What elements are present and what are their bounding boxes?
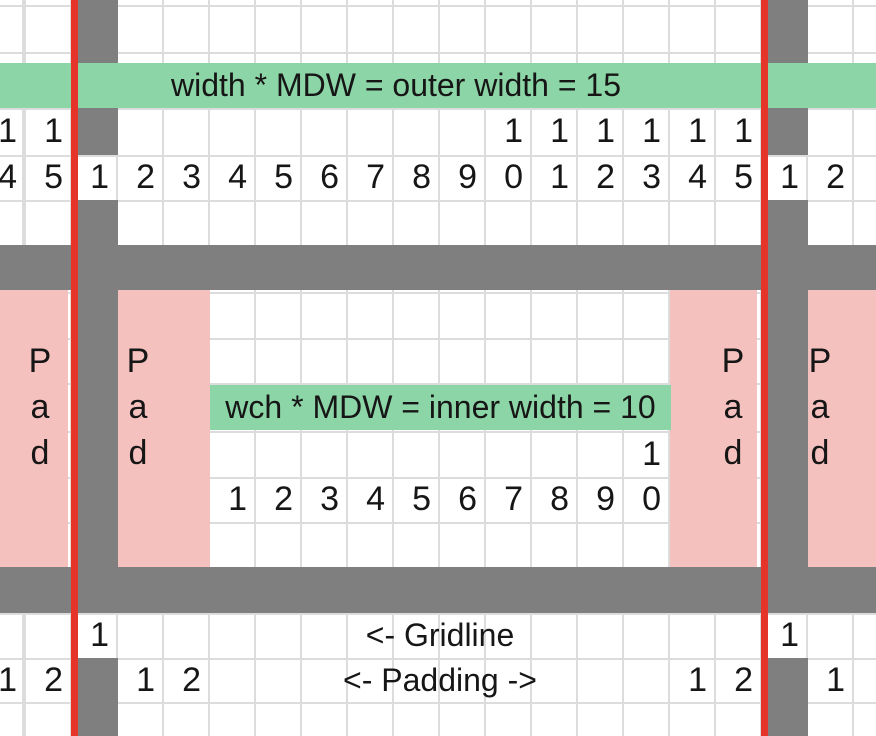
cell-number[interactable]: 5 (412, 480, 431, 518)
cell-number[interactable]: 0 (642, 480, 661, 518)
cell-number[interactable]: 3 (320, 480, 339, 518)
pad-letter: a (810, 387, 830, 426)
cell-number[interactable]: 8 (550, 480, 569, 518)
row-outer-units: 4 5 1 2 3 4 5 6 7 8 9 0 1 2 3 4 5 1 2 (0, 155, 876, 200)
cell-number[interactable]: 2 (596, 158, 615, 196)
cell-number[interactable]: 6 (458, 480, 477, 518)
cell-number[interactable]: 4 (366, 480, 385, 518)
cell-number[interactable]: 1 (826, 660, 845, 699)
cell-number[interactable]: 1 (0, 112, 17, 150)
pad-block-inner-left[interactable] (118, 290, 210, 567)
cell-number[interactable]: 1 (780, 616, 799, 654)
cell-number[interactable]: 1 (550, 158, 569, 196)
pad-label-outer-left: P a d (17, 338, 63, 477)
pad-letter: P (28, 341, 52, 380)
cell-number[interactable]: 2 (274, 480, 293, 518)
outer-width-banner[interactable]: width * MDW = outer width = 15 (0, 63, 876, 108)
pad-block-outer-right[interactable] (808, 290, 876, 567)
pad-letter: a (128, 387, 148, 426)
cell-number[interactable]: 1 (642, 112, 661, 150)
pad-block-inner-right[interactable] (670, 290, 757, 567)
row-gridline-annotation: 1 <- Gridline 1 (0, 613, 876, 658)
cell-number[interactable]: 4 (228, 158, 247, 196)
cell-number[interactable]: 5 (274, 158, 293, 196)
cell-number[interactable]: 7 (366, 158, 385, 196)
row-outer-tens: 1 1 1 1 1 1 1 1 (0, 108, 876, 155)
red-gridline-right (761, 0, 768, 736)
cell-number[interactable]: 2 (44, 660, 63, 699)
cell-number[interactable]: 9 (596, 480, 615, 518)
cell-number[interactable]: 1 (734, 112, 753, 150)
cell-number[interactable]: 2 (182, 660, 201, 699)
gridline-bar-right-bottom (762, 658, 808, 736)
pad-letter: d (810, 434, 830, 473)
cell-number[interactable]: 1 (688, 112, 707, 150)
row-padding-annotation: 1 2 1 2 <- Padding -> 1 2 1 (0, 658, 876, 702)
pad-letter: d (128, 434, 148, 473)
gridline-band-top (0, 245, 876, 290)
cell-number[interactable]: 9 (458, 158, 477, 196)
pad-letter: a (723, 387, 743, 426)
cell-number[interactable]: 3 (182, 158, 201, 196)
cell-number[interactable]: 1 (90, 158, 109, 196)
cell-number[interactable]: 1 (90, 616, 109, 654)
cell-number[interactable]: 5 (734, 158, 753, 196)
cell-number[interactable]: 2 (136, 158, 155, 196)
pad-letter: P (808, 341, 832, 380)
pad-letter: P (721, 341, 745, 380)
row-inner-units: 1 2 3 4 5 6 7 8 9 0 (0, 477, 876, 522)
pad-letter: P (126, 341, 150, 380)
inner-width-label: wch * MDW = inner width = 10 (225, 389, 656, 425)
pad-block-outer-left[interactable] (0, 290, 68, 567)
cell-number[interactable]: 1 (228, 480, 247, 518)
pad-letter: d (30, 434, 50, 473)
cell-number[interactable]: 2 (826, 158, 845, 196)
cell-number[interactable]: 8 (412, 158, 431, 196)
outer-width-label: width * MDW = outer width = 15 (171, 67, 621, 103)
cell-number[interactable]: 1 (504, 112, 523, 150)
pad-letter: d (723, 434, 743, 473)
cell-number[interactable]: 2 (734, 660, 753, 699)
pad-label-outer-right: P a d (797, 338, 843, 477)
cell-number[interactable]: 1 (136, 660, 155, 699)
inner-width-banner[interactable]: wch * MDW = inner width = 10 (210, 385, 671, 430)
cell-number[interactable]: 1 (550, 112, 569, 150)
cell-number[interactable]: 1 (642, 434, 661, 473)
cell-number[interactable]: 6 (320, 158, 339, 196)
red-gridline-left (71, 0, 78, 736)
cell-number[interactable]: 1 (0, 660, 17, 699)
gridline-band-bottom (0, 567, 876, 613)
cell-number[interactable]: 3 (642, 158, 661, 196)
cell-number[interactable]: 7 (504, 480, 523, 518)
pad-label-inner-right: P a d (710, 338, 756, 477)
cell-number[interactable]: 4 (688, 158, 707, 196)
cell-number[interactable]: 4 (0, 158, 17, 196)
gridline-bar-left-bottom (72, 658, 118, 736)
cell-number[interactable]: 5 (44, 158, 63, 196)
cell-number[interactable]: 1 (688, 660, 707, 699)
cell-number[interactable]: 0 (504, 158, 523, 196)
cell-number[interactable]: 1 (596, 112, 615, 150)
row-inner-tens: 1 (0, 431, 876, 477)
cell-number[interactable]: 1 (780, 158, 799, 196)
pad-label-inner-left: P a d (115, 338, 161, 477)
pad-letter: a (30, 387, 50, 426)
padding-annotation-cell[interactable]: <- Padding -> (343, 661, 537, 698)
cell-number[interactable]: 1 (44, 112, 63, 150)
gridline-annotation-cell[interactable]: <- Gridline (365, 617, 515, 653)
